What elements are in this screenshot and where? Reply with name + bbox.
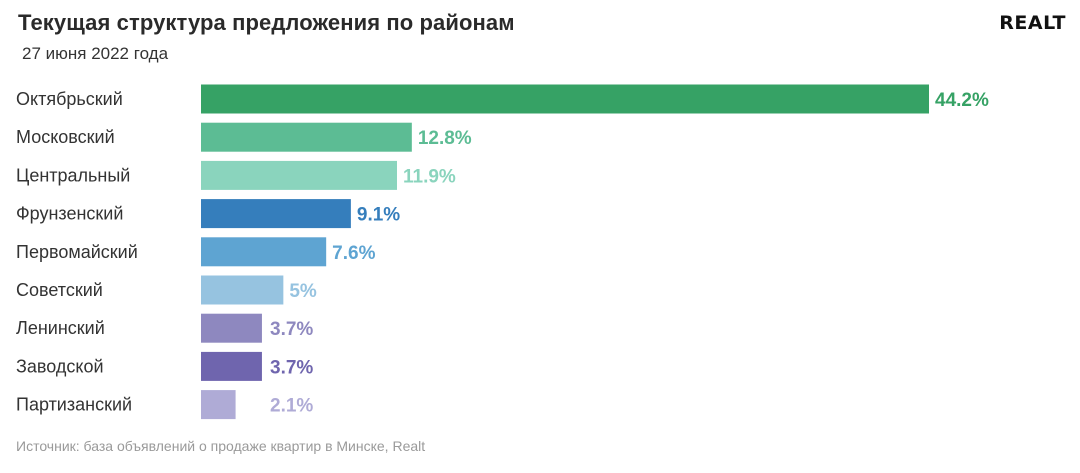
- category-label: Советский: [16, 280, 103, 300]
- value-label: 5%: [289, 281, 317, 302]
- category-label: Ленинский: [16, 318, 105, 338]
- bar-row: Ленинский 3.7%: [16, 313, 313, 343]
- value-label: 12.8%: [418, 128, 472, 149]
- bar-row: Октябрьский 44.2%: [16, 84, 989, 114]
- value-label: 44.2%: [935, 90, 989, 111]
- value-label: 11.9%: [403, 166, 456, 187]
- category-label: Октябрьский: [16, 89, 123, 109]
- value-label: 9.1%: [357, 205, 400, 226]
- source-note: Источник: база объявлений о продаже квар…: [16, 438, 426, 454]
- bar-row: Московский 12.8%: [16, 122, 472, 152]
- category-label: Первомайский: [16, 242, 138, 262]
- bar: [201, 390, 236, 420]
- chart-title: Текущая структура предложения по районам: [18, 10, 515, 35]
- category-label: Фрунзенский: [16, 204, 123, 224]
- realt-logo: REALT: [999, 12, 1066, 34]
- chart-subtitle: 27 июня 2022 года: [22, 44, 169, 63]
- category-label: Московский: [16, 127, 115, 147]
- bar: [201, 351, 262, 381]
- category-label: Центральный: [16, 165, 130, 185]
- bar-row: Первомайский 7.6%: [16, 237, 376, 267]
- bar: [201, 199, 351, 229]
- bar-row: Центральный 11.9%: [16, 160, 456, 190]
- bar: [201, 237, 327, 267]
- value-label: 3.7%: [270, 319, 313, 340]
- bar: [201, 313, 262, 343]
- category-label: Партизанский: [16, 395, 132, 415]
- value-label: 3.7%: [270, 357, 313, 378]
- bar-row: Советский 5%: [16, 275, 317, 305]
- value-label: 2.1%: [270, 396, 313, 417]
- bar: [201, 275, 284, 305]
- bar-row: Партизанский 2.1%: [16, 390, 313, 420]
- bar-row: Заводской 3.7%: [16, 351, 313, 381]
- value-label: 7.6%: [332, 243, 375, 264]
- bar-row: Фрунзенский 9.1%: [16, 199, 400, 229]
- bar: [201, 160, 397, 190]
- bar: [201, 122, 412, 152]
- category-label: Заводской: [16, 356, 104, 376]
- bar: [201, 84, 929, 114]
